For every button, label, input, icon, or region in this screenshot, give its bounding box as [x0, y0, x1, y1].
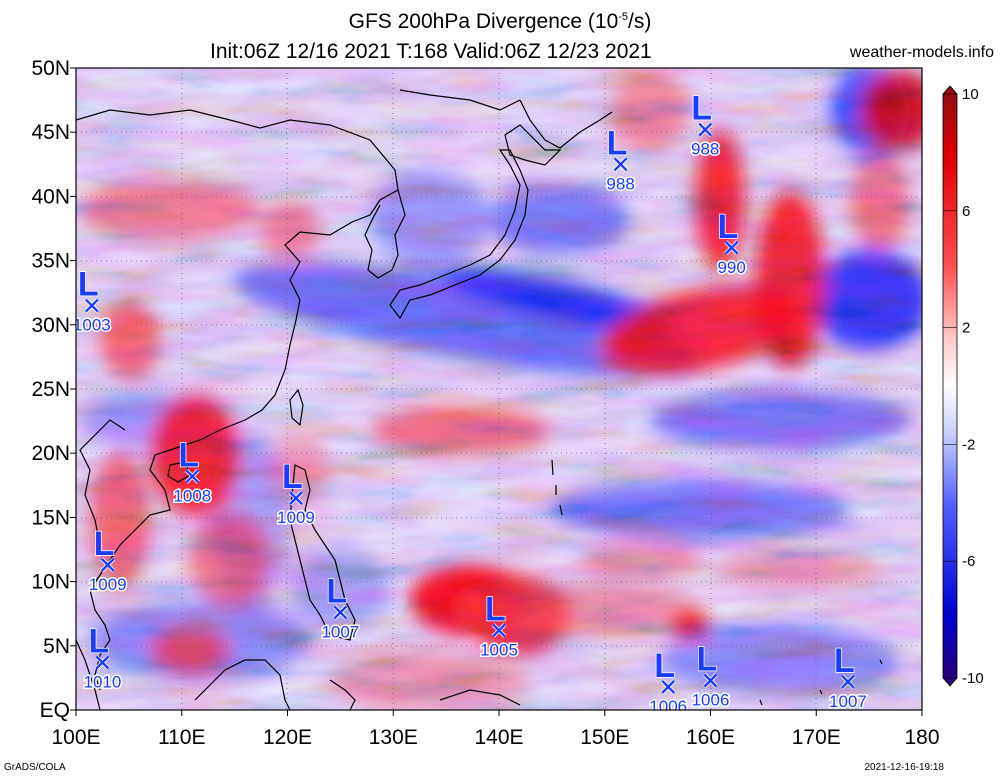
lat-tick-label: 25N [31, 378, 70, 401]
low-center: L 1006 [690, 640, 731, 710]
low-center-cross [95, 655, 110, 670]
low-letter: L [282, 458, 303, 496]
colorbar-labels: 10 6 2 -2 -6 -10 [943, 86, 984, 687]
render-timestamp: 2021-12-16-19:18 [864, 762, 944, 773]
lat-tick-label: 10N [31, 571, 70, 594]
low-letter: L [78, 266, 99, 304]
low-pressure-value: 1009 [277, 508, 315, 527]
low-center-cross [661, 680, 676, 694]
low-center: L 1007 [320, 572, 361, 643]
colorbar-label: -6 [962, 553, 975, 570]
colorbar-label: 6 [962, 203, 970, 220]
low-pressure-value: 988 [606, 174, 634, 193]
low-pressure-value: 1007 [829, 692, 867, 711]
lat-tick-label: 40N [31, 185, 70, 208]
low-center: L 1009 [87, 524, 128, 595]
low-pressure-value: 990 [717, 258, 745, 277]
low-pressure-value: 1007 [321, 622, 359, 641]
chart-title: GFS 200hPa Divergence (10-5/s) [348, 10, 652, 33]
chart-subtitle: Init:06Z 12/16 2021 T:168 Valid:06Z 12/2… [210, 40, 652, 63]
low-center-cross [185, 469, 200, 484]
low-letter: L [697, 640, 718, 678]
low-letter: L [178, 436, 199, 474]
colorbar-label: 2 [962, 320, 970, 337]
lat-tick-label: 50N [31, 57, 70, 80]
low-center-cross [841, 674, 855, 689]
lon-tick-label: 130E [369, 726, 418, 749]
lon-tick-label: 140E [474, 726, 523, 749]
coastlines [76, 89, 883, 710]
low-letter: L [691, 90, 712, 128]
low-center: L 1007 [828, 641, 869, 711]
lon-tick-label: 170E [792, 726, 841, 749]
lon-tick-label: 180 [904, 726, 939, 749]
low-center-cross [333, 605, 348, 620]
lon-tick-label: 150E [580, 726, 629, 749]
grads-credit: GrADS/COLA [4, 762, 66, 773]
low-center: L 1010 [82, 622, 123, 693]
low-letter: L [834, 642, 855, 680]
colorbar-label: -10 [962, 670, 984, 687]
site-credit: weather-models.info [849, 44, 994, 61]
lon-tick-label: 110E [158, 726, 206, 749]
low-pressure-value: 1003 [73, 316, 111, 335]
lat-tick-label: 35N [31, 250, 70, 273]
lat-tick-label: EQ [40, 699, 70, 722]
low-center: L 990 [716, 207, 747, 278]
low-pressure-value: 1008 [173, 486, 211, 505]
low-center: L 1006 [648, 646, 689, 716]
low-pressure-value: 988 [691, 140, 719, 159]
low-pressure-value: 1006 [649, 697, 687, 716]
colorbar-label: 10 [962, 86, 979, 103]
lon-tick-label: 160E [686, 726, 735, 749]
low-letter: L [326, 572, 347, 610]
low-letter: L [607, 124, 628, 162]
lat-tick-label: 30N [31, 314, 70, 337]
low-center-cross [724, 240, 739, 255]
graticule [76, 68, 922, 710]
low-letter: L [485, 590, 506, 628]
low-pressure-value: 1005 [480, 640, 518, 659]
low-center: L 988 [690, 89, 721, 160]
low-center: L 1009 [276, 457, 317, 528]
low-letter: L [718, 208, 739, 246]
low-center: L 1005 [479, 590, 520, 661]
lat-tick-label: 5N [43, 635, 70, 658]
low-letter: L [88, 622, 109, 660]
lat-tick-label: 15N [31, 506, 70, 529]
low-center-cross [698, 122, 713, 137]
low-center-cross [703, 673, 718, 688]
low-center: L 1003 [73, 265, 112, 336]
divergence-field: L 1003 L 988 L 988 L 990 L 1008 L 1009 L 1009 L 1007 L 10… [73, 68, 922, 716]
low-pressure-value: 1006 [692, 690, 730, 709]
longitude-axis: 100E 110E 120E 130E 140E 150E 160E 170E 180 [51, 710, 940, 749]
low-pressure-value: 1010 [84, 672, 122, 691]
lat-tick-label: 45N [31, 121, 70, 144]
colorbar-label: -2 [962, 436, 975, 453]
colorbar-gradient [942, 85, 958, 687]
latitude-axis: EQ 5N 10N 15N 20N 25N 30N 35N 40N 45N 50N [31, 57, 76, 722]
low-center-cross [289, 491, 303, 505]
lat-tick-label: 20N [31, 442, 70, 465]
lon-tick-label: 100E [51, 726, 100, 749]
low-center: L 988 [605, 124, 636, 195]
low-pressure-markers: L 1003 L 988 L 988 L 990 L 1008 L 1009 L 1009 L 1007 L 10… [73, 89, 869, 716]
low-pressure-value: 1009 [89, 575, 127, 594]
lon-tick-label: 120E [263, 726, 312, 749]
low-center: L 1008 [172, 436, 213, 507]
low-center-cross [100, 558, 115, 572]
low-center-cross [85, 298, 99, 313]
low-center-cross [492, 623, 506, 638]
colorbar: 10 6 2 -2 -6 -10 [942, 85, 984, 687]
low-letter: L [94, 525, 115, 563]
low-letter: L [654, 647, 675, 685]
low-center-cross [613, 157, 628, 172]
